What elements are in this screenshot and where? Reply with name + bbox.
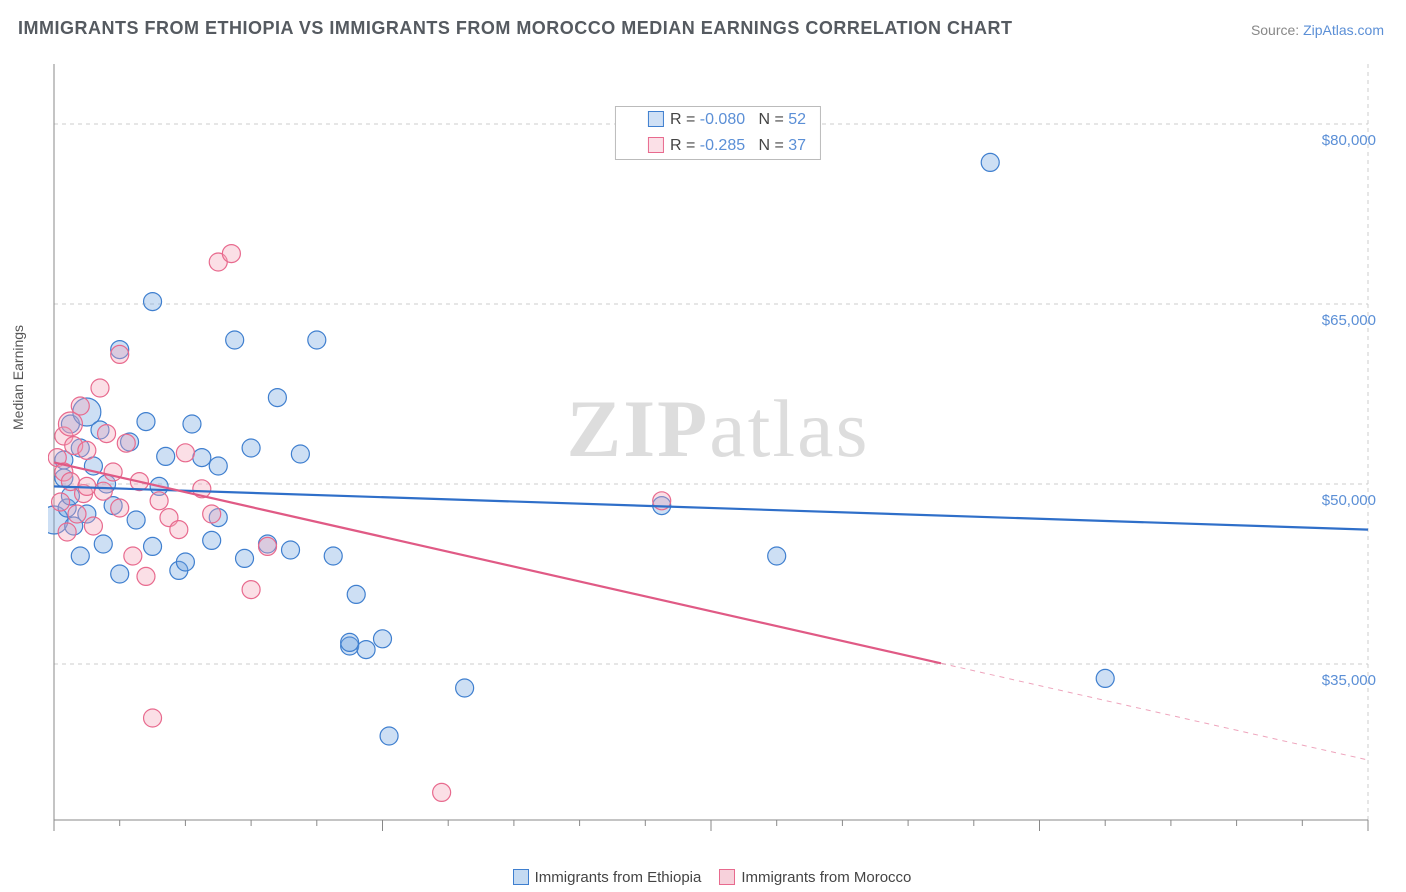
chart-title: IMMIGRANTS FROM ETHIOPIA VS IMMIGRANTS F… <box>18 18 1012 39</box>
correlation-legend-row: R = -0.285 N = 37 <box>616 133 820 159</box>
legend-swatch <box>513 869 529 885</box>
correlation-legend-row: R = -0.080 N = 52 <box>616 107 820 133</box>
source-attribution: Source: ZipAtlas.com <box>1251 22 1384 38</box>
n-label: N = <box>758 111 788 128</box>
chart-svg <box>48 50 1388 840</box>
r-label: R = <box>670 137 700 154</box>
legend-swatch <box>648 137 664 153</box>
source-link[interactable]: ZipAtlas.com <box>1303 22 1384 38</box>
y-grid-label-80k: $80,000 <box>1322 132 1376 149</box>
legend-series-label: Immigrants from Morocco <box>741 869 911 886</box>
r-value: -0.080 <box>700 111 745 128</box>
n-label: N = <box>758 137 788 154</box>
n-value: 52 <box>788 111 806 128</box>
legend-swatch <box>719 869 735 885</box>
correlation-legend: R = -0.080 N = 52R = -0.285 N = 37 <box>615 106 821 160</box>
source-prefix: Source: <box>1251 22 1303 38</box>
y-grid-label-50k: $50,000 <box>1322 492 1376 509</box>
legend-swatch <box>648 111 664 127</box>
r-label: R = <box>670 111 700 128</box>
legend-series-label: Immigrants from Ethiopia <box>535 869 702 886</box>
n-value: 37 <box>788 137 806 154</box>
y-grid-label-65k: $65,000 <box>1322 312 1376 329</box>
series-legend: Immigrants from Ethiopia Immigrants from … <box>0 869 1406 886</box>
r-value: -0.285 <box>700 137 745 154</box>
y-axis-label: Median Earnings <box>10 325 26 430</box>
chart-plot-area: ZIPatlas R = -0.080 N = 52R = -0.285 N =… <box>48 50 1388 840</box>
y-grid-label-35k: $35,000 <box>1322 672 1376 689</box>
